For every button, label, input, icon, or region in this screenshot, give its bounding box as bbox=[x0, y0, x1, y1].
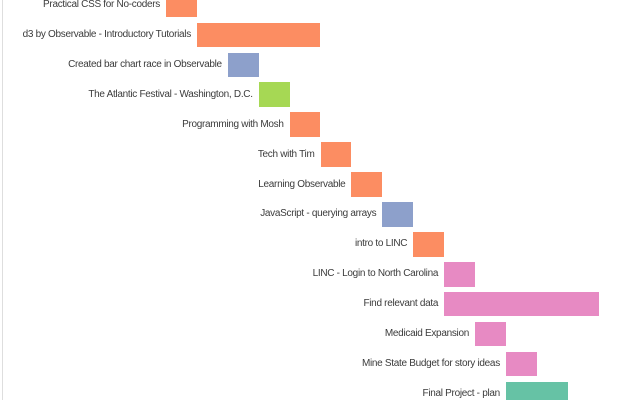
cell-left-border bbox=[2, 0, 3, 400]
task-bar bbox=[227, 52, 259, 78]
task-bar bbox=[289, 112, 321, 137]
task-label: Mine State Budget for story ideas bbox=[361, 358, 500, 370]
task-bar bbox=[505, 351, 537, 377]
task-label: Practical CSS for No-coders bbox=[43, 0, 160, 10]
task-bar bbox=[413, 232, 445, 257]
task-label: Learning Observable bbox=[258, 178, 346, 190]
task-label: Final Project - plan bbox=[422, 387, 501, 399]
task-bar bbox=[258, 82, 290, 108]
task-bar bbox=[382, 202, 414, 227]
task-label: JavaScript - querying arrays bbox=[260, 208, 377, 220]
task-label: Find relevant data bbox=[363, 298, 439, 310]
task-label: Tech with Tim bbox=[257, 148, 315, 160]
task-label: Medicaid Expansion bbox=[384, 328, 469, 340]
task-label: Created bar chart race in Observable bbox=[68, 58, 222, 70]
task-bar bbox=[444, 261, 475, 287]
task-bar bbox=[475, 321, 506, 347]
task-label: d3 by Observable - Introductory Tutorial… bbox=[22, 28, 192, 40]
task-bar bbox=[320, 142, 352, 167]
task-label: intro to LINC bbox=[354, 238, 408, 250]
task-bar bbox=[505, 381, 568, 400]
task-label: LINC - Login to North Carolina bbox=[312, 268, 439, 280]
task-bar bbox=[196, 22, 321, 48]
task-bar bbox=[166, 0, 197, 18]
task-bar bbox=[351, 172, 383, 197]
task-label: The Atlantic Festival - Washington, D.C. bbox=[88, 88, 253, 100]
task-bar bbox=[444, 291, 599, 317]
task-label: Programming with Mosh bbox=[182, 118, 284, 130]
